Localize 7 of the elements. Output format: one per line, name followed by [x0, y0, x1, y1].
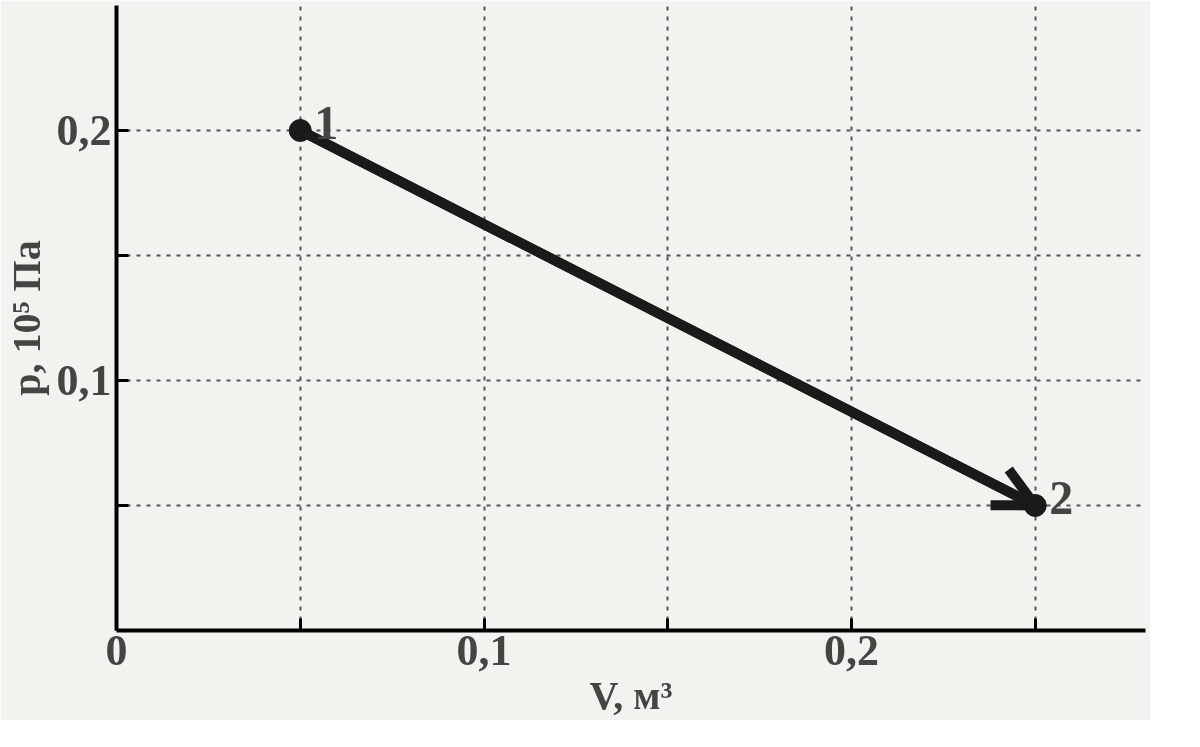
x-tick-label: 0 — [105, 625, 128, 675]
annotation: 2 — [1049, 470, 1074, 524]
x-tick-label: 0,1 — [456, 625, 512, 675]
annotation: 1 — [314, 95, 339, 149]
x-axis-title: V, м³ — [589, 672, 673, 718]
y-axis-title: p, 10⁵ Па — [3, 240, 49, 396]
x-tick-label: 0,2 — [824, 625, 879, 675]
